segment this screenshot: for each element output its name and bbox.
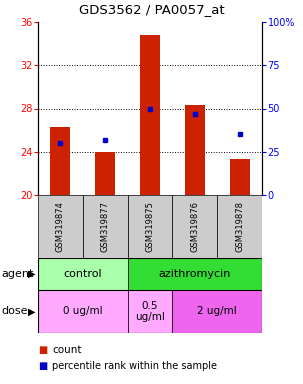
Bar (38, 195, 83, 258)
Text: ▶: ▶ (28, 269, 35, 279)
Bar (128, 290, 172, 333)
Bar (172, 290, 262, 333)
Bar (185, 105, 205, 195)
Text: ▶: ▶ (28, 306, 35, 316)
Bar (140, 35, 160, 195)
Bar (50, 127, 71, 195)
Text: 0.5
ug/ml: 0.5 ug/ml (135, 301, 165, 322)
Text: control: control (64, 269, 102, 279)
Text: GSM319875: GSM319875 (145, 201, 155, 252)
Text: GSM319878: GSM319878 (235, 201, 244, 252)
Text: azithromycin: azithromycin (158, 269, 231, 279)
Bar (172, 195, 217, 258)
Bar (128, 195, 172, 258)
Bar (83, 195, 128, 258)
Text: dose: dose (1, 306, 28, 316)
Bar (229, 159, 250, 195)
Text: ■: ■ (38, 345, 47, 355)
Bar (38, 290, 128, 333)
Text: GSM319877: GSM319877 (101, 201, 110, 252)
Text: percentile rank within the sample: percentile rank within the sample (52, 361, 217, 371)
Text: 2 ug/ml: 2 ug/ml (197, 306, 237, 316)
Bar (217, 195, 262, 258)
Text: 0 ug/ml: 0 ug/ml (63, 306, 103, 316)
Text: GSM319876: GSM319876 (190, 201, 199, 252)
Text: GDS3562 / PA0057_at: GDS3562 / PA0057_at (79, 3, 224, 16)
Text: agent: agent (1, 269, 33, 279)
Bar (38, 258, 128, 290)
Bar (95, 152, 115, 195)
Text: ■: ■ (38, 361, 47, 371)
Bar (128, 258, 262, 290)
Text: count: count (52, 345, 82, 355)
Text: GSM319874: GSM319874 (56, 201, 65, 252)
